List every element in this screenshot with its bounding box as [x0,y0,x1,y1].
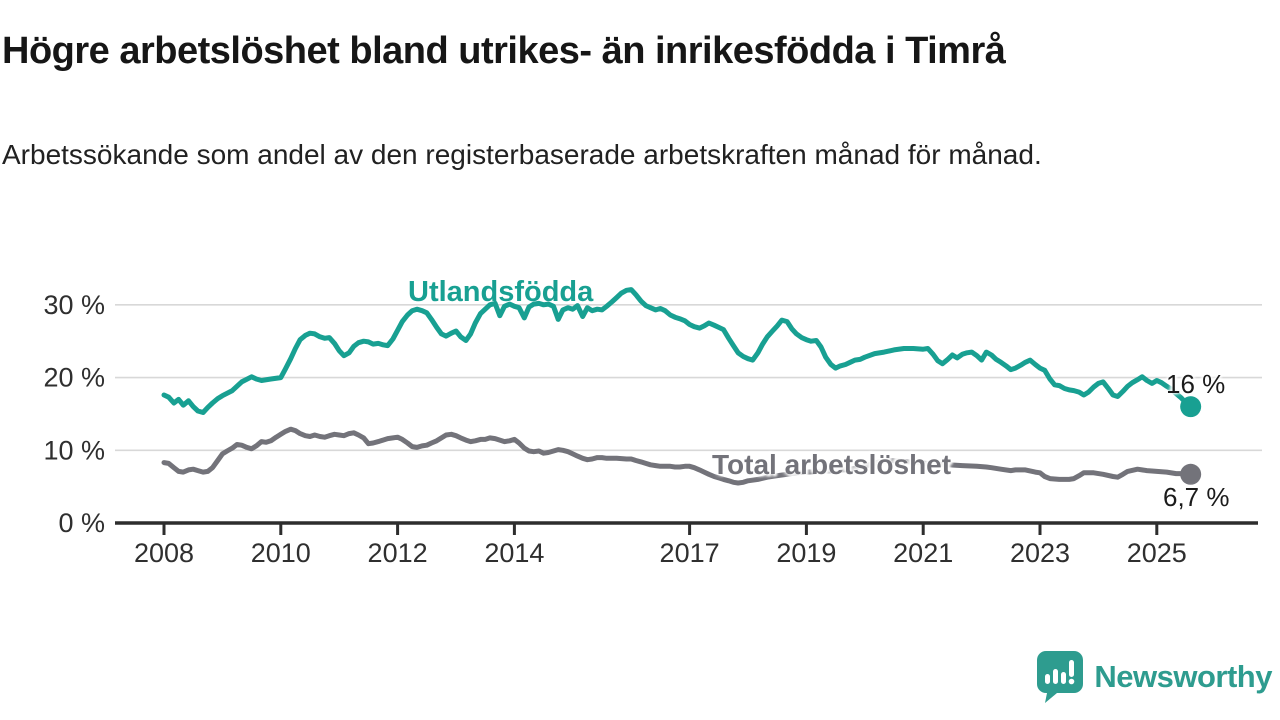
x-tick-label: 2019 [776,538,836,568]
series-line-1 [161,426,1194,486]
series-label-utlandsfodda: Utlandsfödda [408,276,594,308]
end-value-label-utlandsfodda: 16 % [1166,369,1226,399]
newsworthy-logo-icon [1037,651,1084,703]
y-tick-label: 20 % [43,363,105,393]
end-value-label-total: 6,7 % [1163,482,1230,512]
newsworthy-logo: Newsworthy [1036,650,1272,704]
x-tick-label: 2010 [251,538,311,568]
series-end-dot-1 [1180,463,1202,485]
x-tick-label: 2023 [1010,538,1070,568]
x-tick-label: 2014 [484,538,544,568]
y-tick-label: 0 % [58,508,105,538]
series-line-0 [161,287,1194,415]
x-tick-label: 2025 [1127,538,1187,568]
x-tick-label: 2008 [134,538,194,568]
x-tick-label: 2012 [368,538,428,568]
x-tick-label: 2021 [893,538,953,568]
series-label-total-arbetsloshet: Total arbetslöshet [712,449,952,480]
chart-title: Högre arbetslöshet bland utrikes- än inr… [2,30,1006,72]
x-tick-label: 2017 [660,538,720,568]
y-tick-label: 30 % [43,290,105,320]
chart-subtitle: Arbetssökande som andel av den registerb… [2,139,1042,170]
series-end-dot-0 [1180,396,1202,418]
newsworthy-logo-text: Newsworthy [1094,659,1272,694]
y-tick-label: 10 % [43,435,105,465]
